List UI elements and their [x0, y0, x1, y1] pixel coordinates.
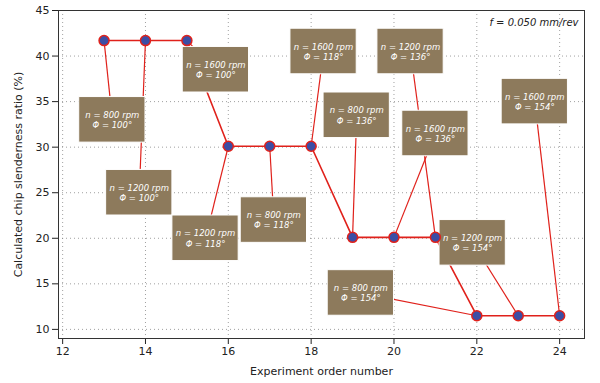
svg-text:40: 40 [36, 50, 50, 63]
svg-text:24: 24 [553, 345, 567, 358]
svg-text:16: 16 [221, 345, 235, 358]
svg-text:n = 800 rpmΦ = 154°: n = 800 rpmΦ = 154° [334, 283, 388, 303]
svg-text:n = 1600 rpmΦ = 100°: n = 1600 rpmΦ = 100° [186, 60, 245, 80]
svg-text:n = 800 rpmΦ = 100°: n = 800 rpmΦ = 100° [85, 110, 139, 130]
svg-text:n = 1200 rpmΦ = 118°: n = 1200 rpmΦ = 118° [176, 228, 235, 248]
svg-text:20: 20 [387, 345, 401, 358]
svg-text:35: 35 [36, 95, 50, 108]
svg-text:n = 1200 rpmΦ = 154°: n = 1200 rpmΦ = 154° [443, 233, 502, 253]
svg-text:n = 800 rpmΦ = 136°: n = 800 rpmΦ = 136° [330, 105, 384, 125]
svg-text:45: 45 [36, 4, 50, 17]
svg-text:n = 800 rpmΦ = 118°: n = 800 rpmΦ = 118° [247, 210, 301, 230]
svg-text:n = 1200 rpmΦ = 100°: n = 1200 rpmΦ = 100° [110, 183, 169, 203]
svg-text:n = 1600 rpmΦ = 154°: n = 1600 rpmΦ = 154° [505, 92, 564, 112]
svg-text:25: 25 [36, 186, 50, 199]
svg-text:10: 10 [36, 323, 50, 336]
svg-text:18: 18 [304, 345, 318, 358]
svg-text:n = 1200 rpmΦ = 136°: n = 1200 rpmΦ = 136° [381, 42, 440, 62]
svg-text:12: 12 [56, 345, 70, 358]
svg-text:22: 22 [470, 345, 484, 358]
svg-text:n = 1600 rpmΦ = 136°: n = 1600 rpmΦ = 136° [406, 124, 465, 144]
svg-text:n = 1600 rpmΦ = 118°: n = 1600 rpmΦ = 118° [294, 42, 353, 62]
svg-text:f = 0.050 mm/rev: f = 0.050 mm/rev [489, 17, 579, 28]
svg-text:14: 14 [138, 345, 152, 358]
svg-text:Experiment order number: Experiment order number [250, 365, 393, 378]
svg-text:15: 15 [36, 277, 50, 290]
svg-text:30: 30 [36, 141, 50, 154]
svg-text:20: 20 [36, 232, 50, 245]
svg-text:Calculated chip slenderness ra: Calculated chip slenderness ratio (%) [12, 72, 25, 278]
